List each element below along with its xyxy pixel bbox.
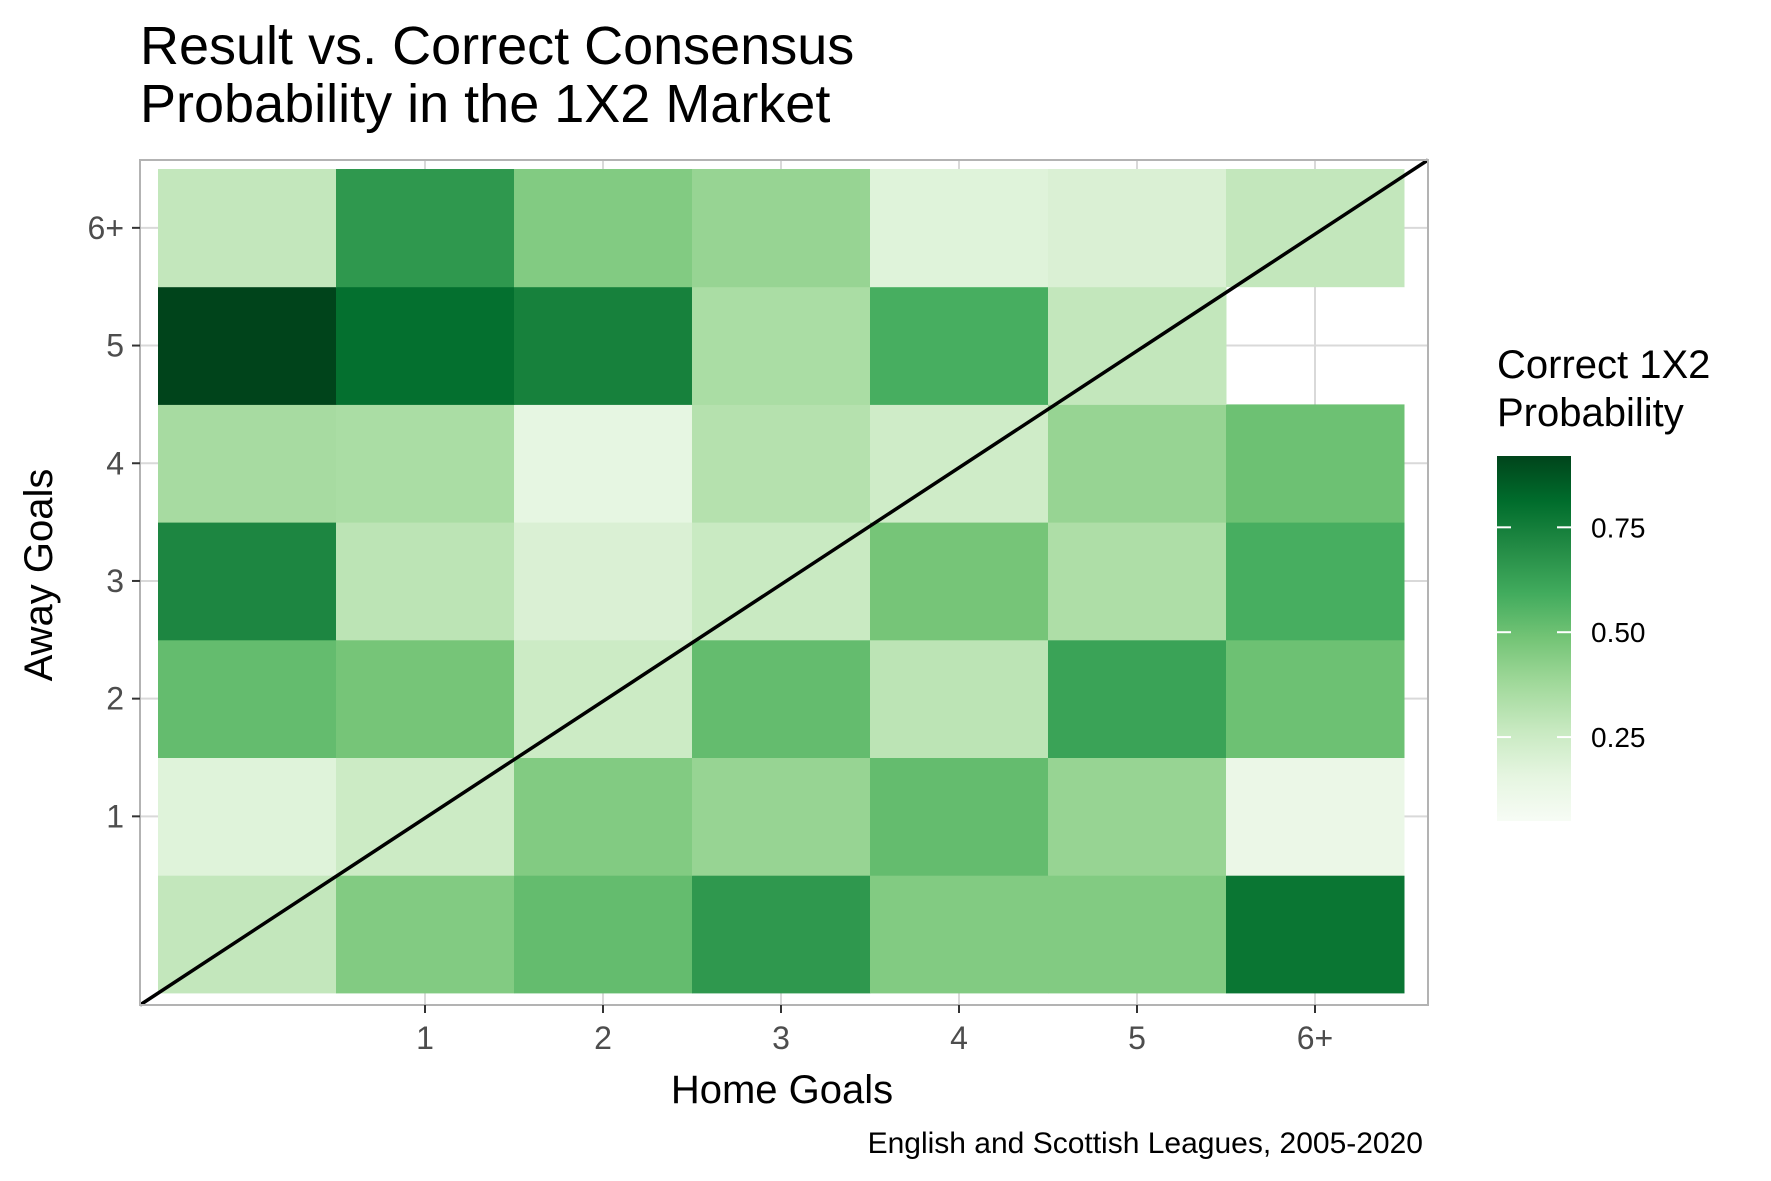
heatmap-cell-home-2-away-3 — [514, 522, 693, 641]
heatmap-cell-home-0-away-4 — [158, 404, 337, 523]
x-tick-label: 1 — [416, 1020, 434, 1056]
heatmap-cell-home-2-away-6+ — [514, 169, 693, 288]
heatmap-cell-home-1-away-0 — [336, 875, 515, 994]
heatmap-cell-home-4-away-6+ — [870, 169, 1049, 288]
color-legend: Correct 1X2 Probability 0.25 0.50 0.75 — [1497, 343, 1710, 821]
heatmap-cell-home-4-away-3 — [870, 522, 1049, 641]
y-tick-label: 3 — [106, 563, 124, 599]
y-tick-label: 5 — [106, 328, 124, 364]
legend-title-line-1: Correct 1X2 — [1497, 343, 1710, 387]
chart-caption: English and Scottish Leagues, 2005-2020 — [868, 1127, 1423, 1160]
heatmap-cell-home-1-away-6+ — [336, 169, 515, 288]
heatmap-cell-home-5-away-6+ — [1048, 169, 1227, 288]
x-tick-label: 6+ — [1297, 1020, 1333, 1056]
y-axis-ticks: 1 2 3 4 5 6+ — [88, 210, 140, 834]
heatmap-cell-home-5-away-3 — [1048, 522, 1227, 641]
heatmap-cell-home-0-away-5 — [158, 286, 337, 405]
heatmap-cell-home-0-away-6+ — [158, 169, 337, 288]
heatmap-cell-home-6+-away-0 — [1226, 875, 1405, 994]
heatmap-cell-home-5-away-2 — [1048, 639, 1227, 758]
heatmap-cell-home-4-away-2 — [870, 639, 1049, 758]
heatmap-cell-home-6+-away-3 — [1226, 522, 1405, 641]
legend-break-label: 0.25 — [1591, 722, 1646, 753]
heatmap-cell-home-2-away-1 — [514, 757, 693, 876]
heatmap-cell-home-4-away-4 — [870, 404, 1049, 523]
heatmap-cell-home-0-away-1 — [158, 757, 337, 876]
heatmap-cell-home-2-away-0 — [514, 875, 693, 994]
legend-break-label: 0.50 — [1591, 617, 1646, 648]
heatmap-cell-home-5-away-0 — [1048, 875, 1227, 994]
y-axis-title: Away Goals — [17, 469, 61, 682]
heatmap-cell-home-3-away-5 — [692, 286, 871, 405]
heatmap-cell-home-4-away-1 — [870, 757, 1049, 876]
y-tick-label: 1 — [106, 798, 124, 834]
plot-panel — [139, 158, 1429, 1007]
heatmap-cell-home-0-away-3 — [158, 522, 337, 641]
heatmap-cell-home-6+-away-2 — [1226, 639, 1405, 758]
panel-border — [139, 159, 1429, 1006]
heatmap-cell-home-5-away-5 — [1048, 286, 1227, 405]
heatmap-cell-home-5-away-1 — [1048, 757, 1227, 876]
heatmap-cell-home-2-away-5 — [514, 286, 693, 405]
heatmap-cell-home-6+-away-4 — [1226, 404, 1405, 523]
y-tick-label: 2 — [106, 681, 124, 717]
x-tick-label: 4 — [950, 1020, 968, 1056]
legend-break-label: 0.75 — [1591, 512, 1646, 543]
heatmap-cell-home-4-away-5 — [870, 286, 1049, 405]
y-tick-label: 4 — [106, 445, 124, 481]
x-axis-ticks: 1 2 3 4 5 6+ — [416, 1005, 1333, 1056]
heatmap-cell-home-6+-away-6+ — [1226, 169, 1405, 288]
legend-title-line-2: Probability — [1497, 391, 1684, 435]
heatmap-cell-home-0-away-2 — [158, 639, 337, 758]
x-tick-label: 2 — [594, 1020, 612, 1056]
heatmap-cell-home-2-away-4 — [514, 404, 693, 523]
heatmap-cell-home-1-away-3 — [336, 522, 515, 641]
chart-title-line-1: Result vs. Correct Consensus — [140, 16, 854, 76]
y-tick-label: 6+ — [88, 210, 124, 246]
heatmap-cell-home-1-away-4 — [336, 404, 515, 523]
heatmap-cell-home-3-away-4 — [692, 404, 871, 523]
heatmap-cell-home-1-away-5 — [336, 286, 515, 405]
heatmap-cell-home-3-away-3 — [692, 522, 871, 641]
chart-title-line-2: Probability in the 1X2 Market — [140, 74, 830, 134]
heatmap-cell-home-1-away-2 — [336, 639, 515, 758]
x-tick-label: 5 — [1128, 1020, 1146, 1056]
heatmap-cell-home-3-away-6+ — [692, 169, 871, 288]
legend-color-bar — [1497, 456, 1571, 821]
heatmap-cell-home-6+-away-1 — [1226, 757, 1405, 876]
x-tick-label: 3 — [772, 1020, 790, 1056]
x-axis-title: Home Goals — [671, 1068, 893, 1112]
heatmap-cell-home-3-away-2 — [692, 639, 871, 758]
diagonal-reference-line — [139, 158, 1429, 1007]
heatmap-cell-home-3-away-0 — [692, 875, 871, 994]
heatmap-cell-home-5-away-4 — [1048, 404, 1227, 523]
heatmap-cell-home-4-away-0 — [870, 875, 1049, 994]
heatmap-cell-home-3-away-1 — [692, 757, 871, 876]
